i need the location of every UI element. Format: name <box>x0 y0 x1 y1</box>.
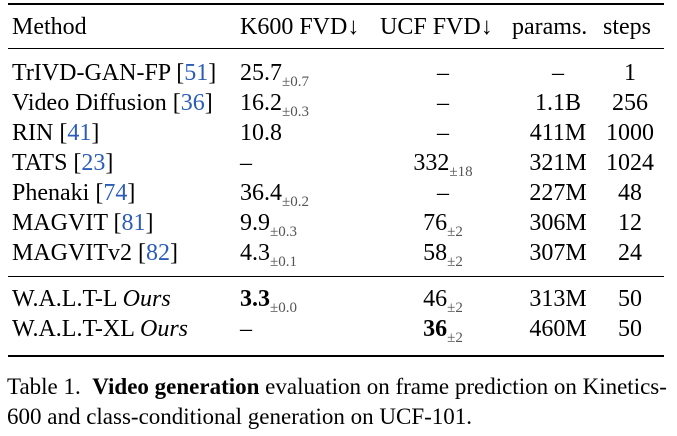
caption-label: Table 1. <box>7 374 81 399</box>
ours-row-k600: 3.3±0.0 <box>240 286 297 316</box>
citation-link[interactable]: 74 <box>103 180 128 206</box>
row-k600: 25.7±0.7 <box>240 60 309 90</box>
caption-text: evaluation on frame prediction on Kineti… <box>7 374 667 429</box>
row-method: TATS [23] <box>12 150 114 176</box>
row-ucf: 58±2 <box>423 240 463 270</box>
table-top-rule <box>8 3 664 5</box>
table-bottom-rule <box>8 355 664 357</box>
citation-link[interactable]: 51 <box>184 60 209 86</box>
row-k600: 10.8 <box>240 120 282 146</box>
row-steps: 12 <box>618 210 642 236</box>
row-params: – <box>552 60 564 86</box>
header-method: Method <box>12 14 87 40</box>
row-k600: – <box>240 150 252 176</box>
row-params: 307M <box>529 240 587 266</box>
header-steps: steps <box>603 14 651 40</box>
row-params: 306M <box>529 210 587 236</box>
row-steps: 24 <box>618 240 642 266</box>
row-steps: 1000 <box>606 120 654 146</box>
ours-row-k600: – <box>240 316 252 342</box>
row-ucf: – <box>437 120 449 146</box>
table-header-rule <box>8 48 664 49</box>
row-ucf: 76±2 <box>423 210 463 240</box>
row-method: MAGVITv2 [82] <box>12 240 178 266</box>
row-steps: 1 <box>624 60 636 86</box>
row-steps: 256 <box>612 90 648 116</box>
row-steps: 48 <box>618 180 642 206</box>
row-method: Phenaki [74] <box>12 180 136 206</box>
row-params: 321M <box>529 150 587 176</box>
citation-link[interactable]: 41 <box>67 120 92 146</box>
row-k600: 36.4±0.2 <box>240 180 309 210</box>
row-method: RIN [41] <box>12 120 100 146</box>
row-params: 227M <box>529 180 587 206</box>
header-params: params. <box>512 14 588 40</box>
row-ucf: – <box>437 90 449 116</box>
ours-row-params: 313M <box>529 286 587 312</box>
row-ucf: 332±18 <box>413 150 473 180</box>
row-method: MAGVIT [81] <box>12 210 154 236</box>
ours-row-method: W.A.L.T-XL Ours <box>12 316 189 342</box>
row-params: 1.1B <box>534 90 581 116</box>
citation-link[interactable]: 36 <box>180 90 205 116</box>
citation-link[interactable]: 82 <box>145 240 170 266</box>
table-caption: Table 1. Video generation evaluation on … <box>7 372 675 432</box>
row-method: Video Diffusion [36] <box>12 90 213 116</box>
row-ucf: – <box>437 180 449 206</box>
ours-row-ucf: 46±2 <box>423 286 463 316</box>
row-params: 411M <box>529 120 587 146</box>
caption-bold: Video generation <box>92 374 260 399</box>
row-k600: 16.2±0.3 <box>240 90 309 120</box>
row-method: TrIVD-GAN-FP [51] <box>12 60 217 86</box>
ours-row-params: 460M <box>529 316 587 342</box>
ours-row-method: W.A.L.T-L Ours <box>12 286 171 312</box>
citation-link[interactable]: 81 <box>121 210 146 236</box>
table-ours-separator <box>8 276 664 277</box>
header-ucf-fvd: UCF FVD↓ <box>380 14 493 40</box>
ours-row-steps: 50 <box>618 316 642 342</box>
citation-link[interactable]: 23 <box>81 150 106 176</box>
header-k600-fvd: K600 FVD↓ <box>240 14 360 40</box>
row-k600: 4.3±0.1 <box>240 240 297 270</box>
ours-row-steps: 50 <box>618 286 642 312</box>
row-k600: 9.9±0.3 <box>240 210 297 240</box>
row-steps: 1024 <box>606 150 654 176</box>
ours-row-ucf: 36±2 <box>423 316 463 346</box>
row-ucf: – <box>437 60 449 86</box>
